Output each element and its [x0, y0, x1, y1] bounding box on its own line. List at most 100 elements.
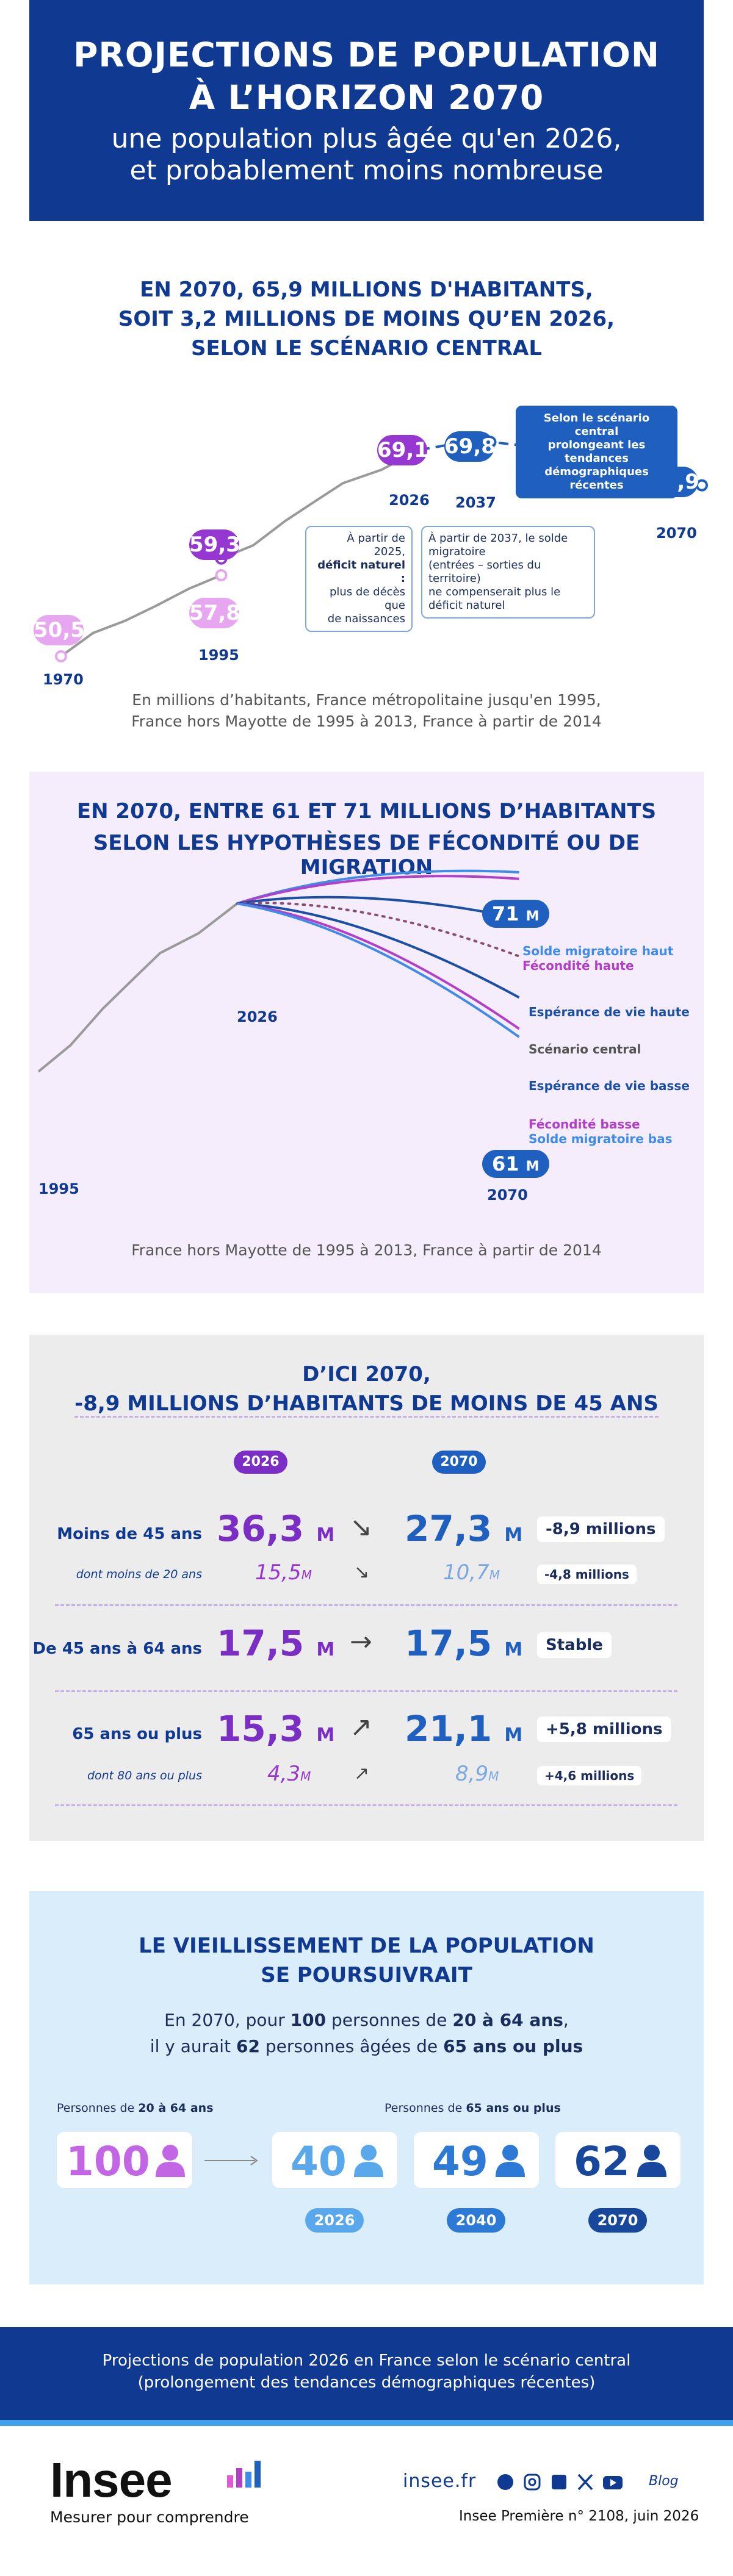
row-moins-20-2026: 15,5M [255, 1560, 312, 1585]
person-icon [354, 2145, 383, 2177]
label-1970: 50,5 [34, 615, 85, 645]
tick-s2-1995: 1995 [38, 1180, 79, 1197]
row-divider [55, 1690, 677, 1692]
point-1995-1 [215, 569, 228, 582]
section3-title-line2: -8,9 MILLIONS D’HABITANTS DE MOINS DE 45… [29, 1391, 704, 1418]
year-badge-2026: 2026 [305, 2208, 364, 2233]
row-moins-45-label: Moins de 45 ans [57, 1525, 202, 1543]
arrow-up-icon: ↗ [350, 1712, 372, 1743]
label-65-plus: Personnes de 65 ans ou plus [385, 2101, 561, 2115]
historical-line [37, 902, 238, 1073]
x-icon [577, 2474, 593, 2491]
row-80-plus-label: dont 80 ans ou plus [87, 1769, 202, 1782]
person-icon [496, 2145, 525, 2177]
row-45-64-change: Stable [537, 1632, 612, 1658]
card-base-100: 100 [57, 2132, 192, 2188]
card-2040: 49 [414, 2132, 539, 2188]
tick-2026: 2026 [389, 492, 430, 509]
footer-line2: (prolongement des tendances démographiqu… [137, 2373, 596, 2392]
series-2-line [237, 895, 519, 920]
card-2026: 40 [272, 2132, 397, 2188]
section1-note-line1: En millions d’habitants, France métropol… [132, 691, 601, 709]
legend-esperance-vie-basse: Espérance de vie basse [529, 1078, 690, 1093]
page-title-line2: À L’HORIZON 2070 [189, 78, 544, 117]
series-metro-line [60, 574, 222, 658]
row-80-plus-2026: 4,3M [267, 1762, 311, 1786]
row-moins-20-label: dont moins de 20 ans [76, 1568, 202, 1581]
legend-esperance-vie-haute: Espérance de vie haute [529, 1005, 690, 1019]
section1-title-line2: SOIT 3,2 MILLIONS DE MOINS QU’EN 2026, [118, 307, 615, 331]
legend-solde-migratoire-bas: Solde migratoire bas [529, 1132, 673, 1146]
tick-2070: 2070 [656, 525, 697, 542]
col-2026-badge: 2026 [234, 1451, 287, 1474]
label-1995-metro: 57,8 [189, 598, 240, 628]
year-badge-2070: 2070 [588, 2208, 647, 2233]
series-1-line [236, 875, 519, 905]
section1-title-line3: SELON LE SCÉNARIO CENTRAL [190, 336, 543, 361]
person-icon [156, 2145, 185, 2177]
person-icon [637, 2145, 666, 2177]
arrow-right-icon: → [350, 1626, 372, 1657]
logo-bars-icon [227, 2461, 261, 2488]
label-1995-hors-mayotte: 59,3 [189, 529, 240, 560]
arrow-down-small-icon: ↘ [354, 1562, 370, 1583]
instagram-icon [524, 2474, 541, 2491]
section1-title-line1: EN 2070, 65,9 MILLIONS D'HABITANTS, [140, 278, 593, 302]
row-65-plus-change: +5,8 millions [537, 1717, 671, 1742]
page-subtitle-line1: une population plus âgée qu'en 2026, [111, 123, 622, 154]
footer-stripe [0, 2420, 733, 2426]
social-icons [496, 2472, 666, 2495]
section4-text-line2: il y aurait 62 personnes âgées de 65 ans… [150, 2036, 583, 2056]
social-icons-svg [497, 2474, 623, 2491]
label-2026: 69,1 [377, 435, 428, 465]
row-65-plus-label: 65 ans ou plus [72, 1725, 202, 1743]
row-divider [55, 1804, 677, 1806]
row-moins-45-2070: 27,3 M [405, 1508, 523, 1549]
section1-note-line2: France hors Mayotte de 1995 à 2013, Fran… [131, 712, 602, 730]
legend-scenario-central: Scénario central [529, 1042, 641, 1057]
page-subtitle-line2: et probablement moins nombreuse [129, 155, 604, 186]
callout-solde-migratoire: À partir de 2037, le solde migratoire (e… [421, 526, 595, 619]
col-2070-badge: 2070 [432, 1451, 486, 1474]
blog-link[interactable]: Blog [649, 2474, 679, 2489]
section4-text-line1: En 2070, pour 100 personnes de 20 à 64 a… [164, 2010, 569, 2030]
tick-s2-2070: 2070 [487, 1186, 528, 1204]
arrow-down-icon: ↘ [350, 1512, 372, 1543]
section4-title-line2: SE POURSUIVRAIT [261, 1963, 472, 1987]
scenarios-chart-svg [37, 869, 521, 1073]
page-title-line1: PROJECTIONS DE POPULATION [73, 35, 660, 74]
arrow-right-icon [204, 2156, 258, 2165]
footer-line1: Projections de population 2026 en France… [102, 2352, 631, 2370]
population-chart: 50,5 57,8 59,3 69,1 69,8 65,9 1970 1995 … [0, 378, 733, 695]
series-4-line [237, 902, 520, 999]
insee-logo[interactable]: Insee [50, 2453, 173, 2507]
row-80-plus-change: +4,6 millions [537, 1766, 642, 1785]
legend-fecondite-haute: Fécondité haute [522, 958, 634, 973]
series-6-line [237, 902, 520, 1038]
row-80-plus-2070: 8,9M [455, 1762, 499, 1786]
tick-1970: 1970 [43, 671, 84, 688]
callout-deficit-naturel: À partir de 2025, déficit naturel : plus… [305, 526, 413, 632]
series-hors-mayotte-line [220, 448, 421, 560]
badge-min: 61 M [482, 1150, 549, 1178]
point-1970-0 [55, 650, 67, 662]
bluesky-icon [497, 2474, 513, 2490]
row-moins-20-change: -4,8 millions [537, 1565, 637, 1584]
legend-solde-migratoire-haut: Solde migratoire haut [522, 944, 674, 958]
scenarios-section: EN 2070, ENTRE 61 ET 71 MILLIONS D’HABIT… [29, 772, 704, 1293]
card-2070: 62 [555, 2132, 681, 2188]
callout-scenario-central: Selon le scénario central prolongeant le… [516, 406, 677, 498]
row-moins-45-2026: 36,3 M [217, 1508, 335, 1549]
series-5-line [237, 902, 520, 1030]
publication-reference: Insee Première n° 2108, juin 2026 [459, 2508, 699, 2524]
linkedin-icon [552, 2475, 566, 2489]
site-link[interactable]: insee.fr [403, 2470, 477, 2492]
section2-title-line1: EN 2070, ENTRE 61 ET 71 MILLIONS D’HABIT… [76, 799, 657, 823]
tick-2037: 2037 [455, 494, 496, 511]
section2-title-line2: SELON LES HYPOTHÈSES DE FÉCONDITÉ OU DE … [93, 831, 640, 880]
label-20-64: Personnes de 20 à 64 ans [57, 2101, 214, 2115]
row-moins-20-2070: 10,7M [443, 1560, 500, 1585]
year-badge-2040: 2040 [447, 2208, 505, 2233]
legend-fecondite-basse: Fécondité basse [529, 1117, 640, 1132]
label-2037: 69,8 [444, 431, 496, 462]
